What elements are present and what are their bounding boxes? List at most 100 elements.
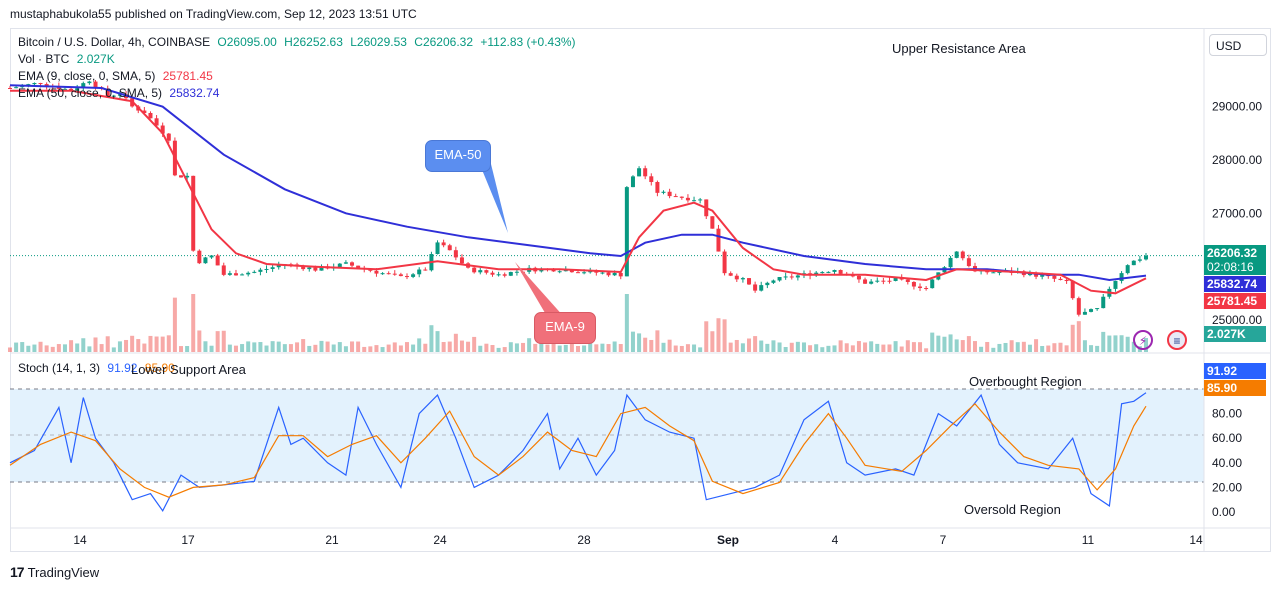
flag-icon[interactable]: ≡ xyxy=(1167,330,1187,350)
candle-body xyxy=(618,272,623,277)
candle-body xyxy=(612,272,617,276)
volume-bar xyxy=(209,345,214,352)
candle-body xyxy=(441,242,446,246)
volume-bar xyxy=(356,341,361,352)
symbol-name[interactable]: Bitcoin / U.S. Dollar, 4h, COINBASE xyxy=(18,35,211,49)
volume-bar xyxy=(1015,342,1020,352)
volume-bar xyxy=(801,342,806,352)
volume-bar xyxy=(954,339,959,352)
volume-bar xyxy=(148,335,153,352)
tradingview-brand: TradingView xyxy=(27,564,100,580)
candle-body xyxy=(1034,272,1039,277)
time-tick-label: Sep xyxy=(717,533,739,547)
volume-legend[interactable]: Vol · BTC 2.027K xyxy=(18,52,119,66)
lightning-icon[interactable]: ⚡ xyxy=(1133,330,1153,350)
stoch-d-value: 85.90 xyxy=(144,361,175,375)
volume-bar xyxy=(179,346,184,352)
volume-bar xyxy=(404,342,409,352)
volume-bar xyxy=(618,344,623,352)
volume-bar xyxy=(69,340,74,352)
candle-body xyxy=(624,187,629,277)
price-tick-label: 27000.00 xyxy=(1212,206,1262,220)
candle-body xyxy=(569,269,574,273)
candle-body xyxy=(87,81,92,84)
volume-bar xyxy=(1034,339,1039,352)
volume-bar xyxy=(850,345,855,352)
candle-body xyxy=(343,262,348,264)
volume-bar xyxy=(484,343,489,352)
candle-body xyxy=(911,281,916,287)
candle-body xyxy=(783,276,788,278)
candle-body xyxy=(502,274,507,276)
ema50-legend[interactable]: EMA (50, close, 0, SMA, 5) 25832.74 xyxy=(18,86,223,100)
candle-body xyxy=(832,270,837,272)
volume-bar xyxy=(679,345,684,352)
volume-bar xyxy=(869,341,874,352)
volume-bar xyxy=(1021,341,1026,352)
volume-bar xyxy=(56,344,61,352)
candle-body xyxy=(1052,275,1057,279)
volume-bar xyxy=(777,342,782,352)
volume-bar xyxy=(417,338,422,352)
tradingview-footer[interactable]: 17 TradingView xyxy=(10,564,99,580)
volume-bar xyxy=(502,347,507,352)
candle-body xyxy=(1095,308,1100,310)
volume-bar xyxy=(32,344,37,352)
candle-body xyxy=(875,280,880,282)
candle-body xyxy=(740,278,745,280)
volume-bar xyxy=(783,347,788,352)
volume-bar xyxy=(191,294,196,352)
volume-bar xyxy=(661,342,666,352)
stoch-k-line xyxy=(9,392,1147,512)
candle-body xyxy=(856,275,861,280)
volume-bar xyxy=(374,345,379,352)
volume-bar xyxy=(991,347,996,352)
ema9-legend[interactable]: EMA (9, close, 0, SMA, 5) 25781.45 xyxy=(18,69,217,83)
candle-body xyxy=(863,279,868,284)
volume-bar xyxy=(557,345,562,352)
volume-bar xyxy=(350,341,355,352)
volume-bar xyxy=(172,297,177,352)
volume-bar xyxy=(838,340,843,352)
volume-bar xyxy=(918,342,923,352)
ema50-label: EMA (50, close, 0, SMA, 5) xyxy=(18,86,163,100)
volume-bar xyxy=(881,344,886,352)
volume-bar xyxy=(459,340,464,352)
candle-body xyxy=(759,285,764,291)
candle-body xyxy=(117,94,122,96)
candle-body xyxy=(435,242,440,255)
volume-bar xyxy=(582,345,587,352)
ema9-callout-pointer xyxy=(515,262,565,318)
volume-bar xyxy=(997,343,1002,352)
ema50-value: 25832.74 xyxy=(169,86,220,100)
volume-bar xyxy=(1040,346,1045,352)
candle-body xyxy=(185,175,190,178)
volume-bar xyxy=(1101,331,1106,352)
candle-body xyxy=(557,271,562,273)
stoch-legend[interactable]: Stoch (14, 1, 3) 91.92 85.90 xyxy=(18,361,179,375)
volume-bar xyxy=(87,346,92,352)
currency-button[interactable]: USD xyxy=(1209,34,1267,56)
candle-body xyxy=(252,271,257,273)
candle-body xyxy=(716,228,721,252)
time-tick-label: 14 xyxy=(73,533,87,547)
candle-body xyxy=(643,168,648,177)
volume-bar xyxy=(948,334,953,352)
candle-body xyxy=(62,88,67,90)
volume-price-tag: 2.027K xyxy=(1204,326,1266,342)
candle-body xyxy=(246,272,251,275)
volume-bar xyxy=(789,342,794,352)
candle-body xyxy=(240,274,245,276)
candle-body xyxy=(606,272,611,276)
candle-body xyxy=(637,168,642,177)
volume-bar xyxy=(368,346,373,352)
volume-bar xyxy=(240,344,245,352)
time-tick-label: 28 xyxy=(577,533,591,547)
volume-bar xyxy=(551,343,556,352)
volume-bar xyxy=(1089,345,1094,352)
candle-body xyxy=(991,272,996,274)
volume-bar xyxy=(1064,345,1069,352)
candle-body xyxy=(667,191,672,197)
volume-bar xyxy=(380,347,385,352)
